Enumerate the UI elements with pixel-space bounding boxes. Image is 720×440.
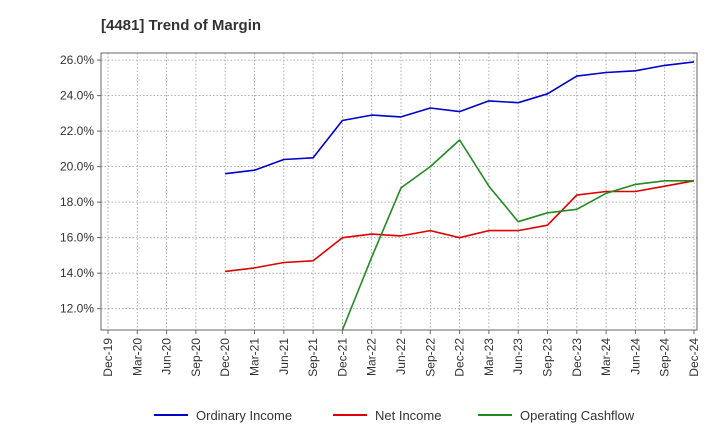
chart-title: [4481] Trend of Margin: [101, 17, 261, 34]
x-tick-label: Jun-20: [160, 338, 174, 375]
y-axis-ticks: 12.0% 14.0% 16.0% 18.0% 20.0% 22.0% 24.0% 26.0%: [60, 53, 101, 316]
series-line-operating-cashflow: [341, 139, 694, 331]
grid-lines: [101, 53, 697, 330]
y-tick-label: 26.0%: [60, 53, 94, 67]
y-tick-label: 14.0%: [60, 266, 94, 280]
x-tick-label: Mar-20: [130, 338, 144, 376]
y-tick-label: 18.0%: [60, 195, 94, 209]
x-tick-label: Sep-24: [658, 338, 672, 377]
x-tick-label: Dec-20: [218, 338, 232, 377]
x-tick-label: Sep-21: [306, 338, 320, 377]
x-tick-label: Jun-22: [394, 338, 408, 375]
x-tick-label: Jun-21: [277, 338, 291, 375]
x-tick-label: Sep-23: [541, 338, 555, 377]
series-line-net-income: [225, 180, 695, 273]
legend: Ordinary Income Net Income Operating Cashf…: [154, 408, 635, 423]
y-tick-label: 16.0%: [60, 231, 94, 245]
legend-label-ordinary-income: Ordinary Income: [196, 408, 292, 423]
x-tick-label: Dec-24: [687, 338, 701, 377]
legend-label-operating-cashflow: Operating Cashflow: [520, 408, 635, 423]
y-tick-label: 12.0%: [60, 302, 94, 316]
y-tick-label: 22.0%: [60, 124, 94, 138]
x-tick-label: Mar-24: [599, 338, 613, 376]
x-tick-label: Mar-23: [482, 338, 496, 376]
x-tick-label: Dec-21: [335, 338, 349, 377]
y-tick-label: 24.0%: [60, 89, 94, 103]
x-tick-label: Dec-19: [101, 338, 115, 377]
x-tick-label: Dec-22: [453, 338, 467, 377]
x-tick-label: Dec-23: [570, 338, 584, 377]
x-tick-label: Sep-22: [423, 338, 437, 377]
plot-frame: [100, 52, 698, 331]
x-tick-label: Mar-21: [248, 338, 262, 376]
x-axis-ticks: Dec-19 Mar-20 Jun-20 Sep-20 Dec-20 Mar-21 Jun-…: [101, 330, 701, 377]
x-tick-label: Jun-24: [628, 338, 642, 375]
legend-label-net-income: Net Income: [375, 408, 441, 423]
series-line-ordinary-income: [225, 61, 695, 175]
x-tick-label: Mar-22: [365, 338, 379, 376]
y-tick-label: 20.0%: [60, 160, 94, 174]
series-lines: [225, 61, 695, 331]
x-tick-label: Jun-23: [511, 338, 525, 375]
x-tick-label: Sep-20: [189, 338, 203, 377]
